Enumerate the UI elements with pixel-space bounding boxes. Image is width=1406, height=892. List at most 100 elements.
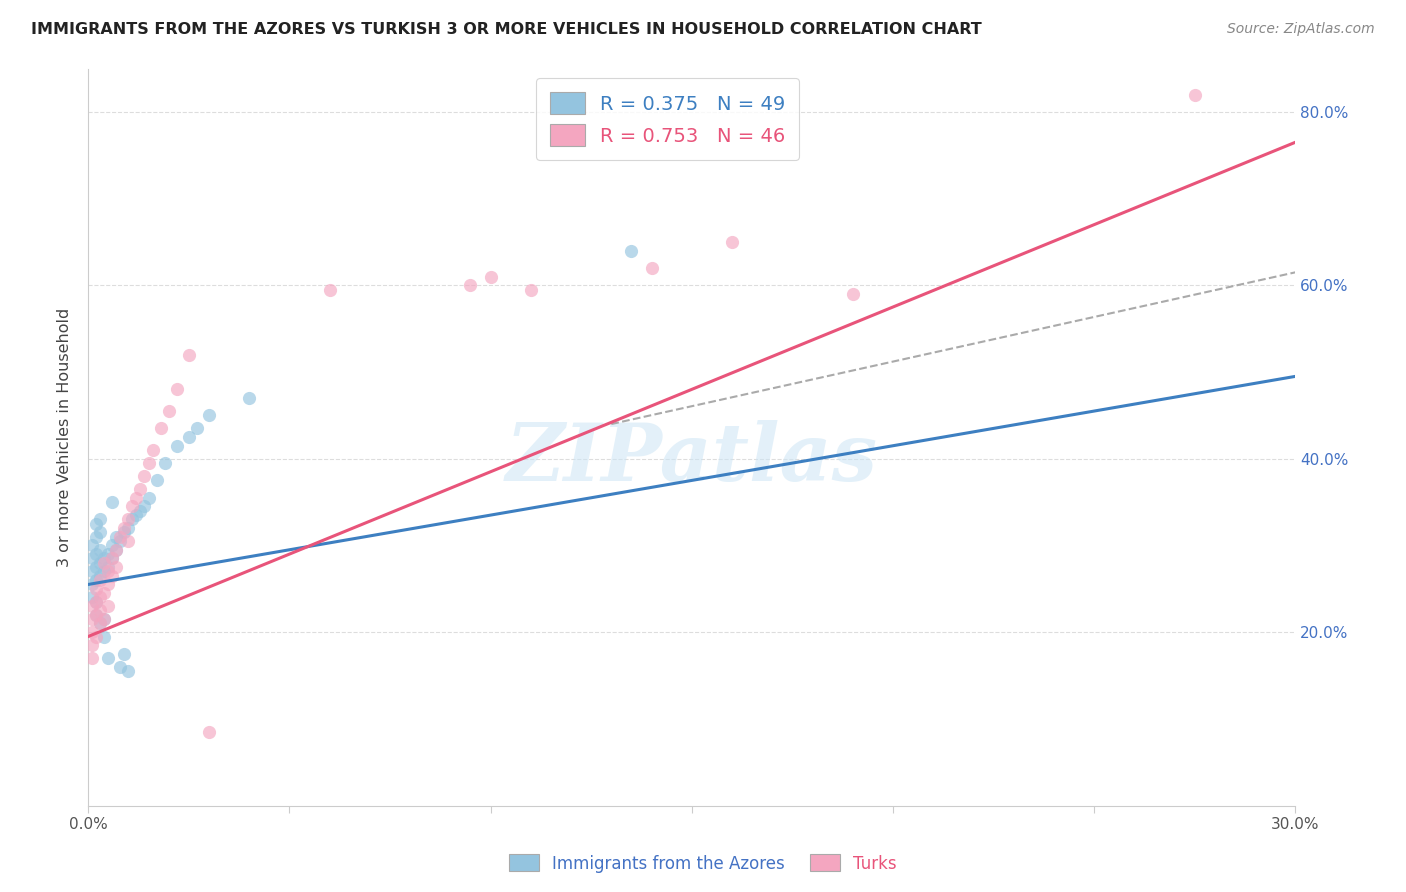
Point [125,491,148,505]
Point [101,551,124,566]
Point [110,534,132,549]
Point [97,547,120,561]
Text: IMMIGRANTS FROM THE AZORES VS TURKISH 3 OR MORE VEHICLES IN HOUSEHOLD CORRELATIO: IMMIGRANTS FROM THE AZORES VS TURKISH 3 … [31,22,981,37]
Point [84,595,107,609]
Point [97,651,120,665]
Point [101,569,124,583]
Point [97,560,120,574]
Point [134,469,156,483]
Point [112,525,135,540]
Point [177,348,200,362]
Point [105,530,128,544]
Point [97,565,120,579]
Point [105,542,128,557]
Point [117,534,139,549]
Point [82,577,104,591]
Point [110,530,132,544]
Point [97,599,120,614]
Point [84,607,107,622]
Point [93,556,115,570]
Point [93,612,115,626]
Point [101,551,124,566]
Point [93,551,115,566]
Point [166,383,188,397]
Point [721,235,744,249]
Point [318,283,340,297]
Point [93,586,115,600]
Point [84,516,107,531]
Text: ZIPatlas: ZIPatlas [506,420,877,498]
Point [84,560,107,574]
Point [84,530,107,544]
Point [97,577,120,591]
Point [520,283,543,297]
Point [138,491,160,505]
Point [84,607,107,622]
Point [89,603,111,617]
Point [82,651,104,665]
Point [129,482,152,496]
Point [153,456,176,470]
Point [82,638,104,652]
Point [121,512,143,526]
Point [101,538,124,552]
Point [141,443,163,458]
Point [89,573,111,587]
Point [89,556,111,570]
Legend: Immigrants from the Azores, Turks: Immigrants from the Azores, Turks [502,847,904,880]
Point [82,625,104,640]
Point [82,538,104,552]
Point [134,500,156,514]
Point [620,244,643,258]
Point [186,421,208,435]
Point [177,430,200,444]
Point [112,647,135,661]
Point [84,547,107,561]
Point [93,612,115,626]
Point [145,474,167,488]
Point [89,525,111,540]
Point [105,560,128,574]
Point [89,616,111,631]
Point [93,565,115,579]
Point [157,404,180,418]
Point [93,630,115,644]
Point [842,287,865,301]
Point [149,421,172,435]
Point [117,512,139,526]
Point [82,551,104,566]
Point [460,278,482,293]
Point [110,660,132,674]
Point [198,725,221,739]
Point [84,595,107,609]
Point [238,391,260,405]
Legend: R = 0.375   N = 49, R = 0.753   N = 46: R = 0.375 N = 49, R = 0.753 N = 46 [536,78,799,160]
Point [82,565,104,579]
Point [1184,87,1206,102]
Point [82,591,104,605]
Text: Source: ZipAtlas.com: Source: ZipAtlas.com [1227,22,1375,37]
Point [89,569,111,583]
Point [117,521,139,535]
Point [198,409,221,423]
Point [121,500,143,514]
Point [84,582,107,596]
Y-axis label: 3 or more Vehicles in Household: 3 or more Vehicles in Household [58,308,72,566]
Point [138,456,160,470]
Point [105,542,128,557]
Point [89,542,111,557]
Point [479,269,502,284]
Point [84,573,107,587]
Point [84,630,107,644]
Point [112,521,135,535]
Point [117,664,139,678]
Point [166,439,188,453]
Point [82,599,104,614]
Point [89,591,111,605]
Point [89,616,111,631]
Point [101,495,124,509]
Point [129,504,152,518]
Point [82,612,104,626]
Point [125,508,148,522]
Point [89,512,111,526]
